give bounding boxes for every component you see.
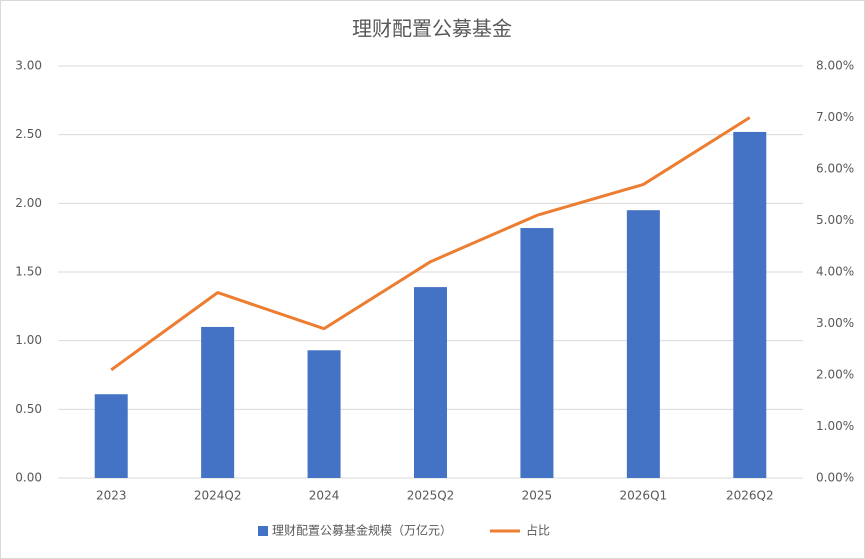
y2-tick-label: 2.00% <box>816 368 854 382</box>
y2-tick-label: 6.00% <box>816 162 854 176</box>
legend-label: 理财配置公募基金规模（万亿元） <box>272 523 452 538</box>
bar <box>414 287 447 478</box>
y2-tick-label: 8.00% <box>816 59 854 73</box>
legend-swatch <box>258 526 268 536</box>
bar <box>520 228 554 478</box>
y-tick-label: 2.50 <box>15 127 42 141</box>
y-tick-label: 2.00 <box>15 196 42 210</box>
y2-tick-label: 7.00% <box>816 110 854 124</box>
bar <box>307 350 341 478</box>
legend-label: 占比 <box>526 523 550 538</box>
x-tick-label: 2024Q2 <box>194 489 242 503</box>
y2-tick-label: 5.00% <box>816 213 854 227</box>
y-tick-label: 3.00 <box>15 59 42 73</box>
bar <box>733 131 767 479</box>
bar <box>626 210 660 478</box>
chart-title: 理财配置公募基金 <box>352 17 512 41</box>
y2-tick-label: 1.00% <box>816 419 854 433</box>
y-tick-label: 0.50 <box>15 402 42 416</box>
x-tick-label: 2026Q2 <box>726 489 774 503</box>
x-tick-label: 2023 <box>96 489 127 503</box>
y2-tick-label: 4.00% <box>816 265 854 279</box>
x-tick-label: 2026Q1 <box>620 489 668 503</box>
y-tick-label: 1.50 <box>15 265 42 279</box>
bar <box>201 326 235 478</box>
line <box>110 116 751 372</box>
y-tick-label: 0.00 <box>15 471 42 485</box>
x-tick-label: 2025Q2 <box>407 489 455 503</box>
y2-tick-label: 3.00% <box>816 316 854 330</box>
x-tick-label: 2025 <box>522 489 553 503</box>
x-tick-label: 2024 <box>309 489 340 503</box>
y2-tick-label: 0.00% <box>816 471 854 485</box>
bar <box>94 394 128 478</box>
y-tick-label: 1.00 <box>15 333 42 347</box>
